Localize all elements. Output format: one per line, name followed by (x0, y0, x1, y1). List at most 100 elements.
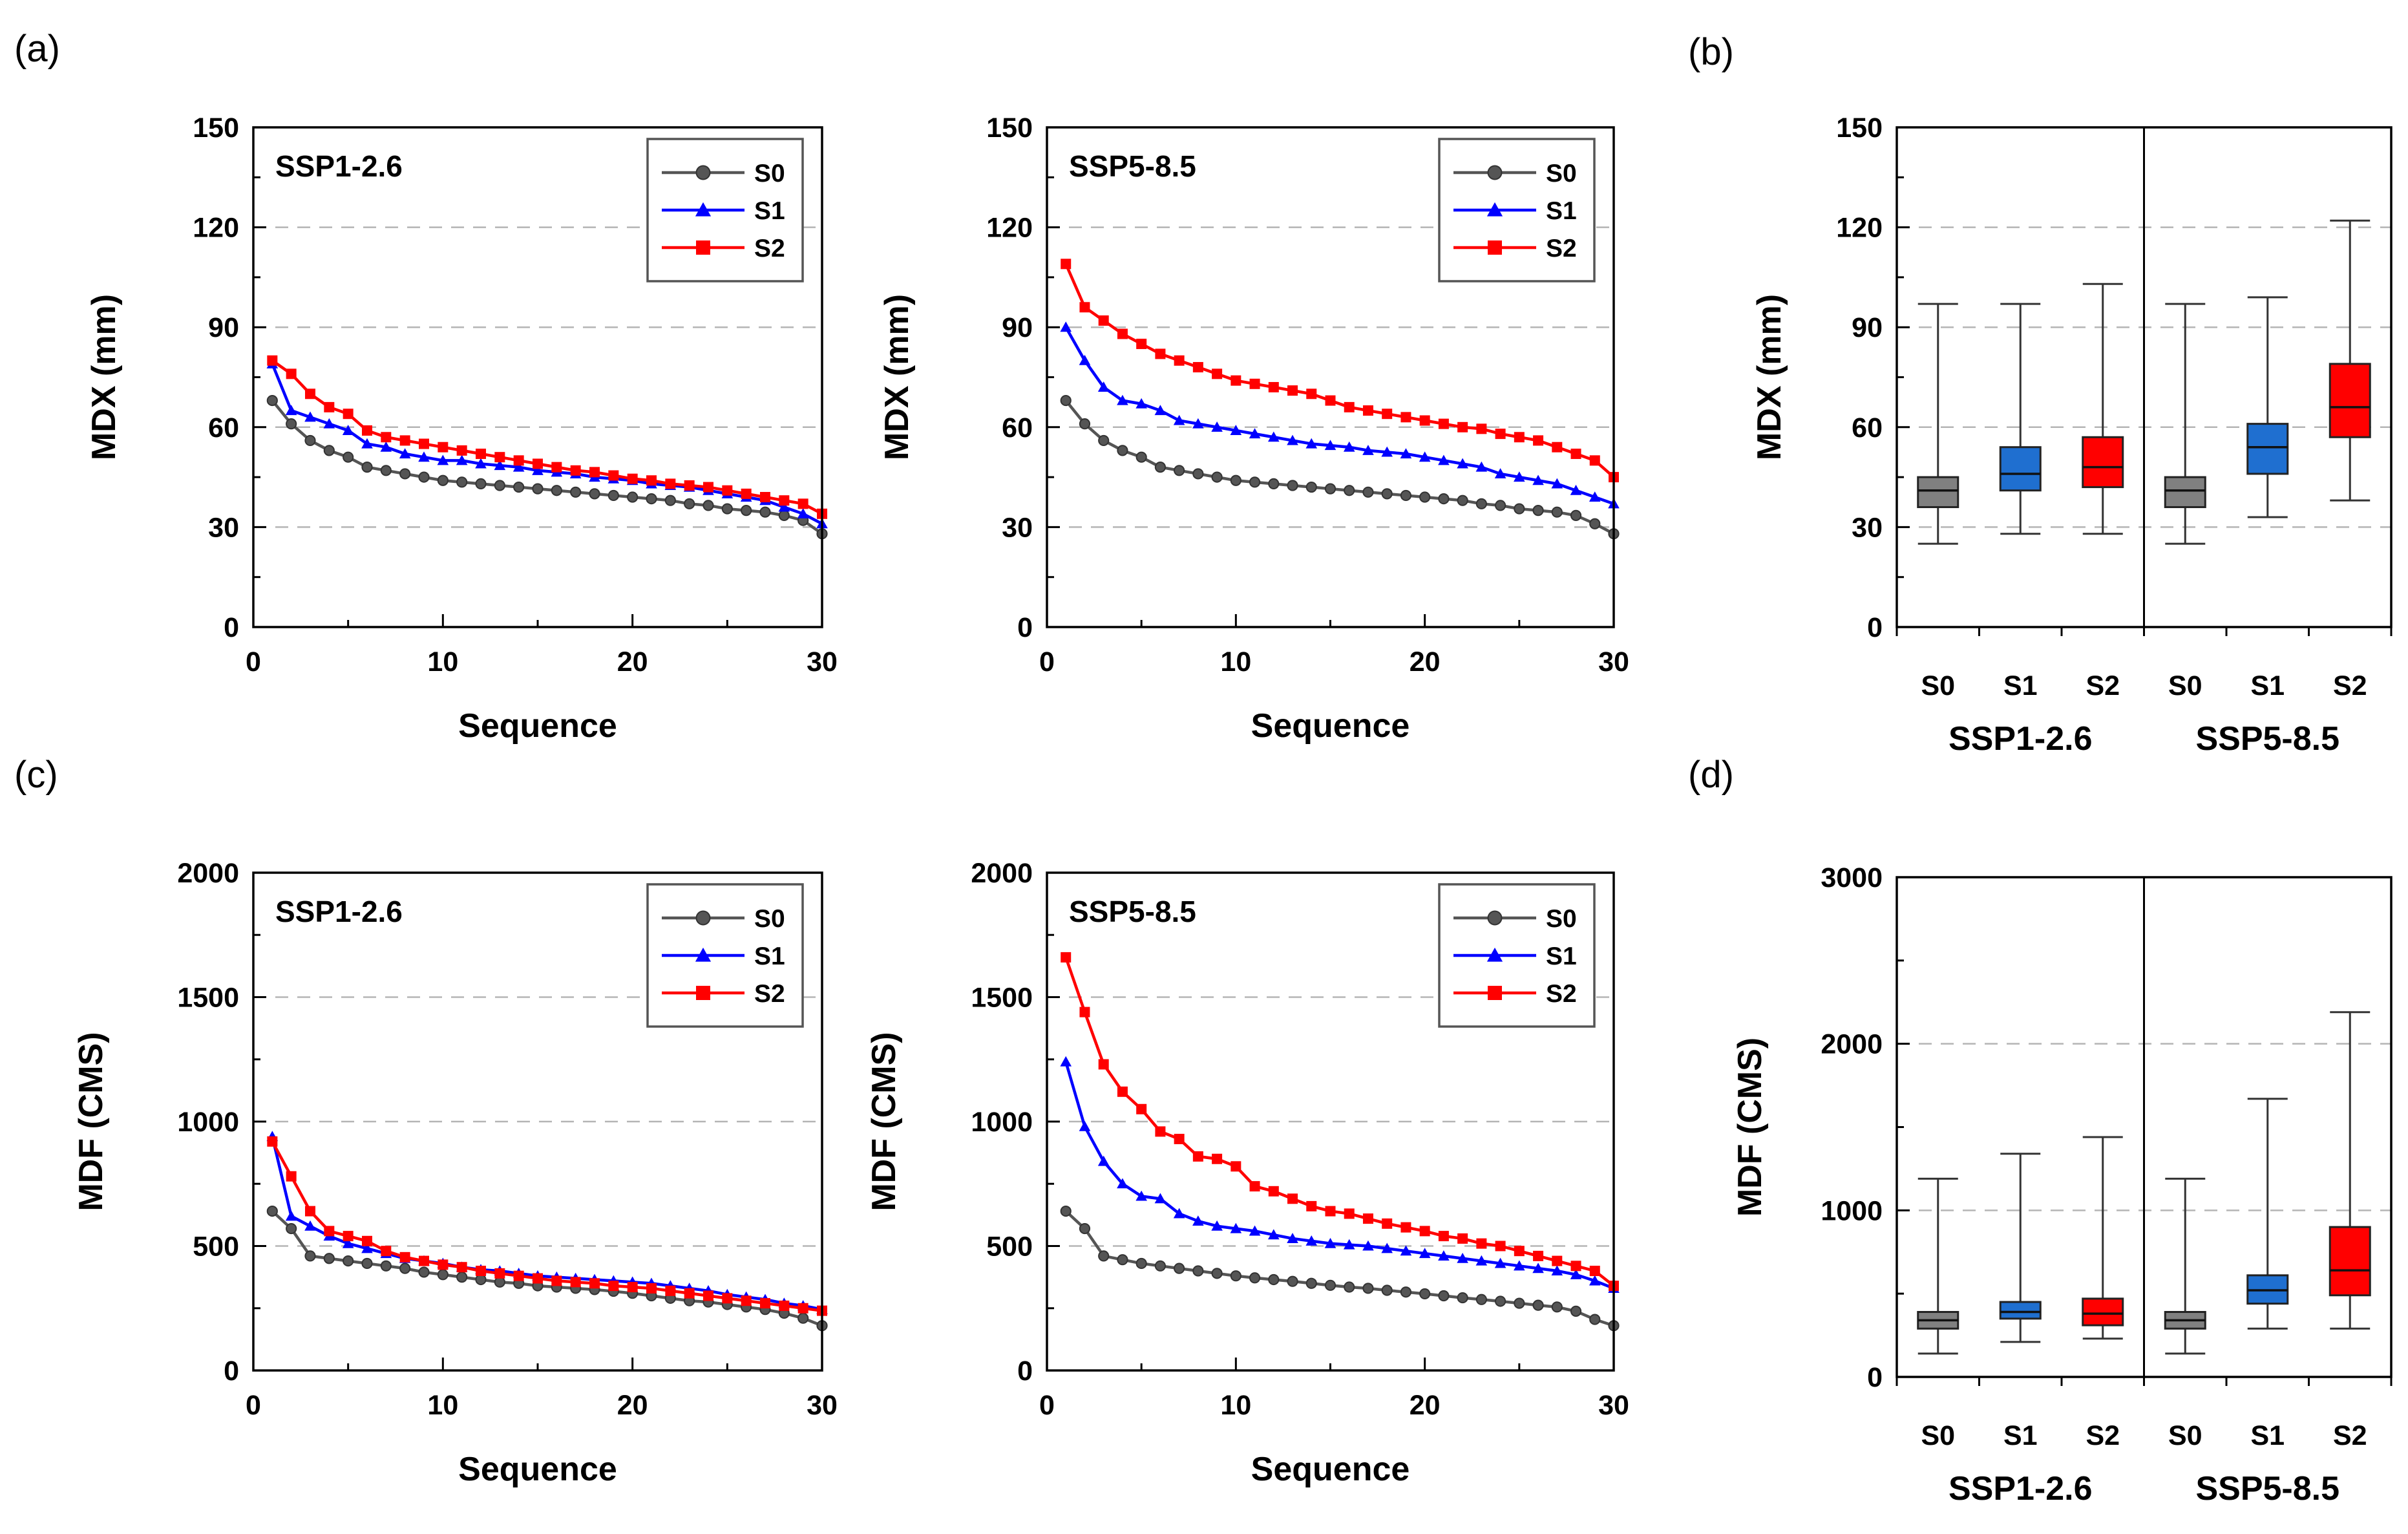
box-SSP1-2.6-S2 (2082, 1297, 2124, 1326)
data-point-S1 (1135, 398, 1147, 409)
data-point-S0 (721, 503, 733, 515)
data-point-S1 (1211, 421, 1223, 432)
data-point-S2 (343, 1231, 354, 1242)
data-point-S0 (323, 1253, 335, 1264)
data-point-S0 (1532, 505, 1544, 517)
y-tick-label: 0 (224, 612, 239, 643)
data-point-S1 (1230, 1222, 1242, 1233)
data-point-S0 (1192, 468, 1204, 480)
box-label-S0: S0 (2168, 1420, 2202, 1451)
data-point-S0 (1268, 1273, 1280, 1286)
data-point-S2 (1079, 1007, 1090, 1017)
data-point-S0 (1079, 1222, 1091, 1235)
chart-a-right: 0 30 60 90 120 150 MDX (mm) 0 10 20 30 Sequence SSP5… (878, 112, 1629, 745)
data-point-S2 (1570, 1261, 1581, 1272)
data-point-S1 (1457, 458, 1468, 469)
legend-marker-S0 (695, 910, 711, 926)
data-point-S1 (1079, 1120, 1091, 1131)
data-point-S2 (419, 1255, 429, 1266)
data-point-S2 (362, 425, 372, 436)
data-point-S2 (1287, 385, 1298, 396)
data-point-S0 (778, 509, 790, 521)
data-point-S1 (1514, 1260, 1525, 1271)
data-point-S0 (1135, 451, 1147, 463)
x-tick-label: 10 (1220, 646, 1251, 677)
data-point-S1 (1249, 1225, 1261, 1236)
data-point-S0 (1344, 1281, 1355, 1293)
data-point-S1 (1475, 1255, 1488, 1266)
data-point-S0 (1079, 418, 1091, 430)
data-point-S1 (380, 441, 392, 452)
data-point-S2 (741, 1295, 752, 1306)
box-label-S2: S2 (2086, 670, 2120, 701)
data-point-S2 (1249, 378, 1260, 389)
data-point-S0 (607, 489, 619, 502)
data-point-S0 (418, 471, 430, 483)
data-point-S0 (1362, 486, 1374, 498)
data-point-S2 (1192, 1151, 1203, 1162)
data-point-S0 (1362, 1283, 1374, 1294)
data-point-S2 (1589, 1266, 1600, 1276)
data-point-S2 (1457, 421, 1468, 432)
data-point-S0 (1117, 1254, 1128, 1266)
box-label-S1: S1 (2003, 670, 2038, 701)
data-point-S1 (1230, 425, 1242, 435)
data-point-S2 (494, 1268, 505, 1279)
data-point-S1 (342, 425, 354, 435)
data-point-S1 (1362, 1240, 1374, 1251)
data-point-S1 (399, 448, 411, 459)
legend-label-S2: S2 (1546, 235, 1577, 262)
y-axis-title: MDF (CMS) (72, 1032, 110, 1211)
data-point-S1 (323, 418, 335, 429)
box-label-S1: S1 (2250, 670, 2285, 701)
data-point-S0 (1154, 1260, 1167, 1272)
data-point-S0 (1192, 1265, 1204, 1277)
data-point-S2 (1155, 348, 1166, 359)
series-line-S0 (1064, 399, 1615, 535)
y-tick-label: 60 (208, 412, 239, 443)
legend-marker-S1 (1486, 947, 1503, 962)
data-point-S2 (646, 1283, 657, 1294)
data-point-S1 (1343, 441, 1355, 452)
data-point-S1 (1570, 1268, 1582, 1279)
data-point-S0 (1551, 506, 1563, 518)
data-point-S2 (551, 1275, 562, 1286)
data-point-S1 (1305, 1235, 1318, 1246)
data-point-S1 (1268, 431, 1280, 442)
y-tick-label: 90 (208, 312, 239, 343)
data-point-S1 (1192, 1215, 1204, 1226)
data-point-S1 (1532, 474, 1544, 485)
data-point-S1 (1117, 394, 1128, 405)
data-point-S1 (512, 461, 525, 472)
data-point-S2 (1476, 423, 1487, 434)
data-point-S2 (1061, 952, 1072, 963)
x-tick-label: 20 (1410, 1390, 1441, 1421)
legend-label-S0: S0 (754, 905, 785, 933)
data-point-S2 (381, 1246, 392, 1257)
data-point-S2 (1476, 1238, 1487, 1249)
data-point-S0 (304, 434, 316, 447)
data-point-S1 (1381, 446, 1393, 457)
data-point-S2 (1268, 1186, 1279, 1197)
data-point-S0 (1230, 474, 1241, 486)
data-point-S2 (1495, 1241, 1506, 1252)
data-point-S1 (1551, 1265, 1563, 1276)
data-point-S2 (513, 1270, 524, 1281)
x-tick-label: 30 (1598, 646, 1629, 677)
data-point-S2 (589, 1278, 600, 1289)
legend-label-S0: S0 (1546, 160, 1577, 187)
y-tick-label: 500 (193, 1231, 239, 1262)
chart-c-right: 0 500 1000 1500 2000 MDF (CMS) 0 10 20 30 Sequence… (865, 858, 1629, 1488)
y-tick-label: 0 (1867, 612, 1883, 643)
data-point-S0 (551, 485, 562, 496)
data-point-S0 (1532, 1299, 1544, 1311)
data-point-S1 (1532, 1262, 1544, 1273)
data-point-S2 (1382, 1218, 1393, 1229)
box-label-S0: S0 (1921, 1420, 1955, 1451)
y-tick-label: 30 (1852, 512, 1883, 543)
data-point-S0 (323, 445, 335, 456)
data-point-S0 (456, 1272, 468, 1283)
data-point-S1 (342, 1237, 354, 1248)
x-axis-title: Sequence (458, 1451, 617, 1488)
